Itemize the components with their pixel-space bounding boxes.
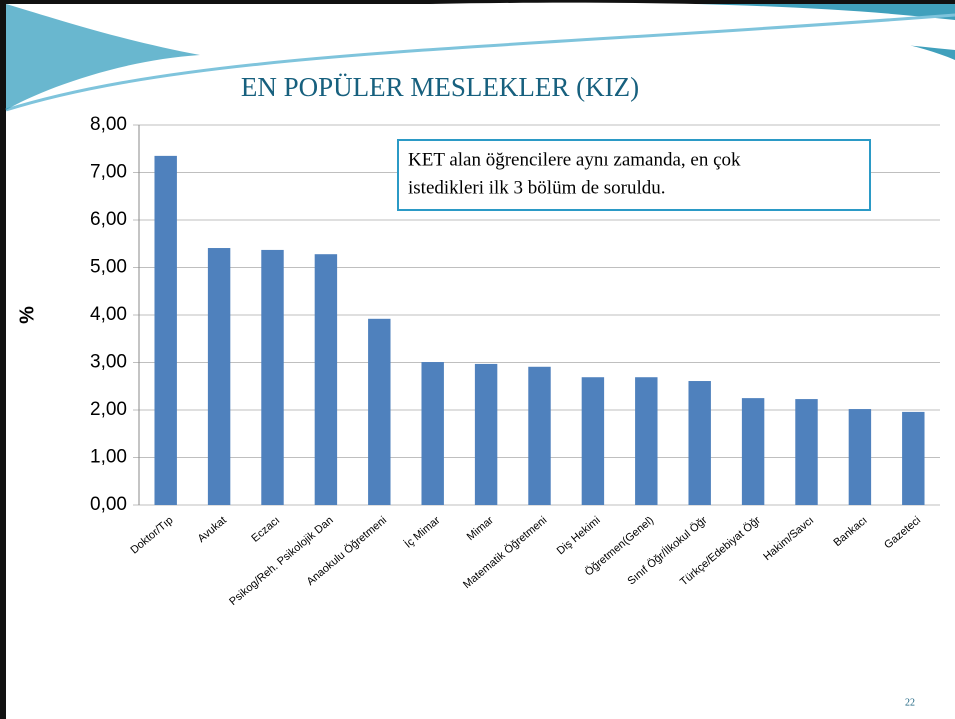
y-tick-label: 6,00 [90, 209, 127, 230]
bar [475, 364, 497, 505]
y-tick-label: 8,00 [90, 114, 127, 135]
y-tick-label: 1,00 [90, 447, 127, 468]
page-number: 22 [905, 697, 915, 708]
bar [849, 409, 871, 505]
y-tick-label: 0,00 [90, 494, 127, 515]
y-axis-label: % [16, 306, 38, 324]
bar [635, 377, 657, 505]
bar [154, 156, 176, 505]
chart-title: EN POPÜLER MESLEKLER (KIZ) [241, 72, 639, 102]
slide: EN POPÜLER MESLEKLER (KIZ) % 0,00 1,00 2,0… [0, 0, 955, 719]
annotation: istedikleri ilk 3 bölüm de soruldu. [408, 177, 666, 198]
y-tick-label: 2,00 [90, 399, 127, 420]
left-border [0, 0, 6, 719]
y-tick-label: 4,00 [90, 304, 127, 325]
bar [902, 412, 924, 505]
bar [582, 377, 604, 505]
bar [208, 248, 230, 505]
bar [795, 399, 817, 505]
y-tick-label: 3,00 [90, 352, 127, 373]
y-tick-label: 5,00 [90, 257, 127, 278]
bar [315, 254, 337, 505]
annotation: KET alan öğrencilere aynı zamanda, en ço… [408, 149, 741, 170]
bar [421, 362, 443, 505]
bar [368, 319, 390, 505]
bar [742, 398, 764, 505]
bar [528, 367, 550, 505]
bar [688, 381, 710, 505]
y-tick-label: 7,00 [90, 162, 127, 183]
bar [261, 250, 283, 505]
background [0, 0, 955, 719]
